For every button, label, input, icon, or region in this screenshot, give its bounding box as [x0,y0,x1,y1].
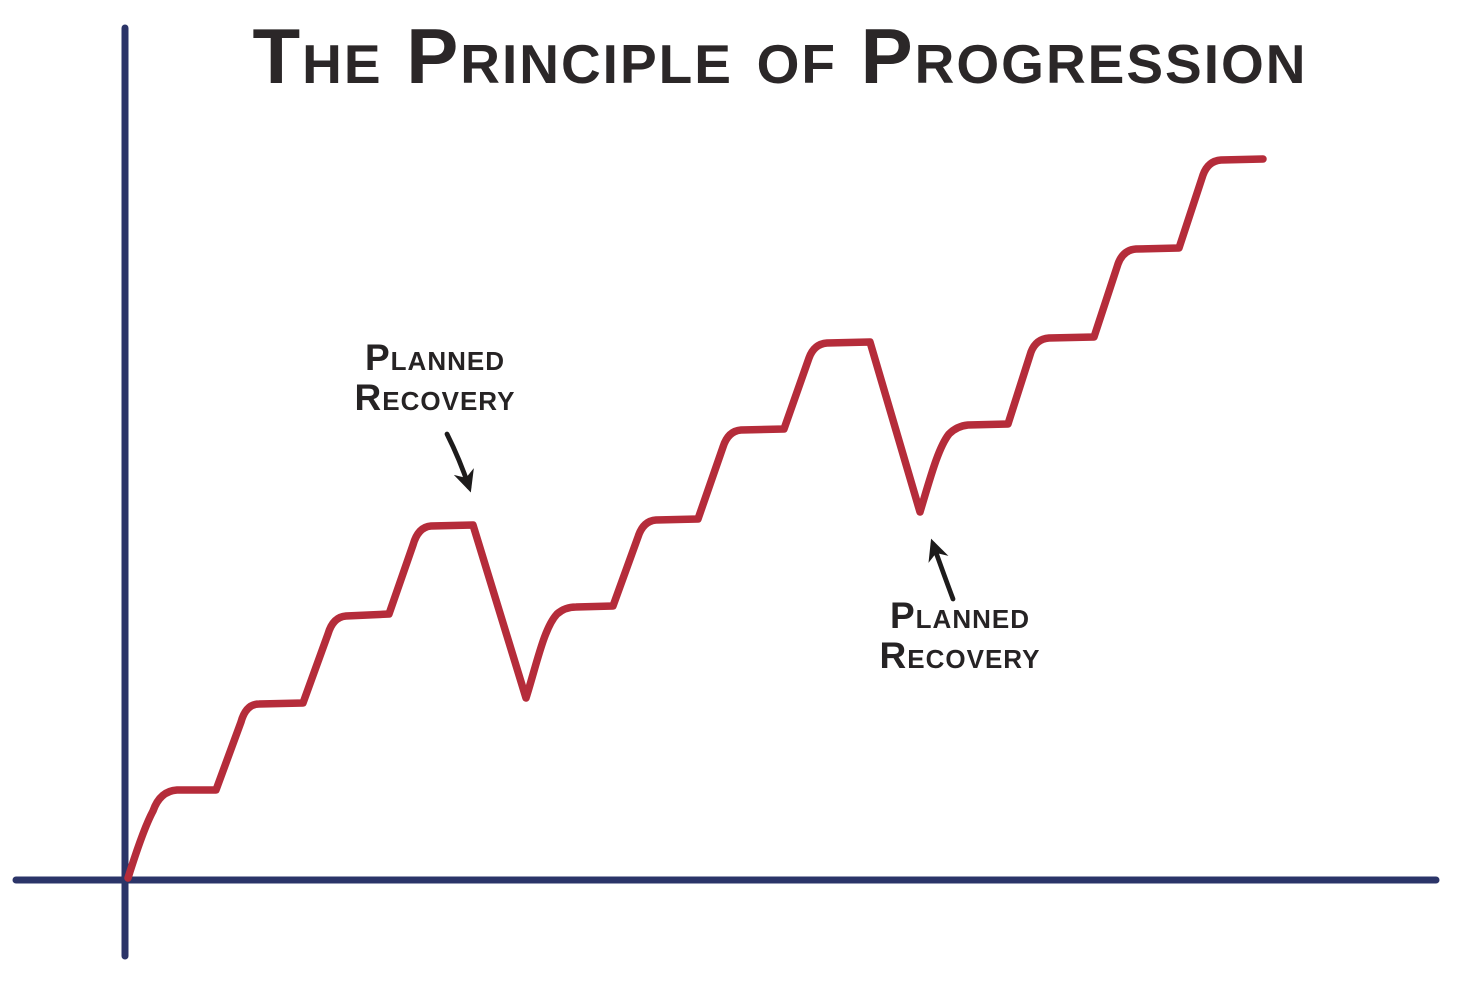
annotation-arrow-first-dip [444,431,474,493]
annotation-planned-recovery-1-line2: Recovery [354,376,516,418]
chart-title: The Principle of Progression [252,12,1308,100]
annotation-planned-recovery-2-line2: Recovery [879,634,1041,676]
annotation-arrow-second-dip [928,538,956,602]
annotation-planned-recovery-2-line1: Planned [889,595,1030,636]
annotation-planned-recovery-2: Planned Recovery [800,596,1120,675]
annotation-planned-recovery-1-line1: Planned [364,337,505,378]
progression-line [124,155,1267,882]
annotation-planned-recovery-1: Planned Recovery [275,338,595,417]
